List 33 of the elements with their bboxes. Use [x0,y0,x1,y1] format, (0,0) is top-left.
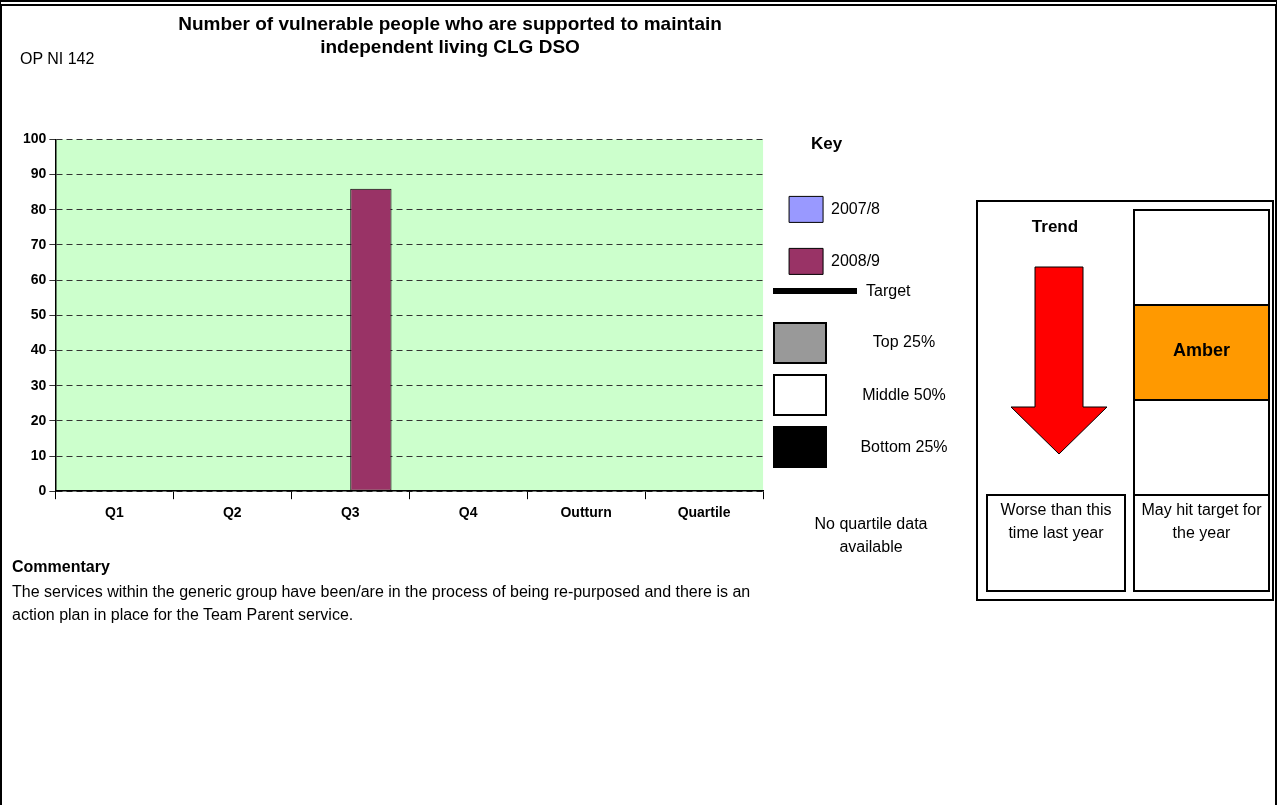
text: Trend [1030,217,1080,237]
y-tick-label: 10 [30,446,47,463]
text: Worse than this time last year [999,500,1113,543]
x-tick-label: Q3 [340,504,360,521]
y-tick-label: 60 [30,270,47,287]
y-tick-label: 90 [30,165,47,182]
text: Target [866,282,911,300]
text: The services within the generic group have been/are in the process of being re-purposed and there is an action plan in place for the Team Parent service. [12,582,752,625]
y-tick-label: 80 [30,200,47,217]
text: May hit target for the year [1140,500,1263,543]
text: Middle 50% [861,386,947,404]
x-tick-label: Outturn [560,504,612,521]
y-tick-label: 50 [30,306,47,323]
y-tick-label: 100 [23,130,47,147]
x-tick-label: Q1 [104,504,124,521]
x-tick-label: Quartile [677,504,731,521]
text: OP NI 142 [20,50,95,68]
chart-title: Number of vulnerable people who are supported to maintain independent living CLG DSO [177,12,723,58]
x-tick-label: Q2 [222,504,242,521]
y-tick-label: 40 [30,341,47,358]
text: No quartile data available [813,514,929,557]
text: Bottom 25% [859,438,949,456]
text: Top 25% [871,333,937,351]
legend-label: 2008/9 [831,251,881,269]
text: Amber [1172,340,1231,361]
y-tick-label: 30 [30,376,47,393]
text: Commentary [12,558,110,576]
y-tick-label: 70 [30,235,47,252]
legend-label: 2007/8 [831,199,881,217]
legend-title: Key [810,134,843,154]
y-tick-label: 20 [30,411,47,428]
y-tick-label: 0 [38,482,47,499]
x-tick-label: Q4 [458,504,478,521]
